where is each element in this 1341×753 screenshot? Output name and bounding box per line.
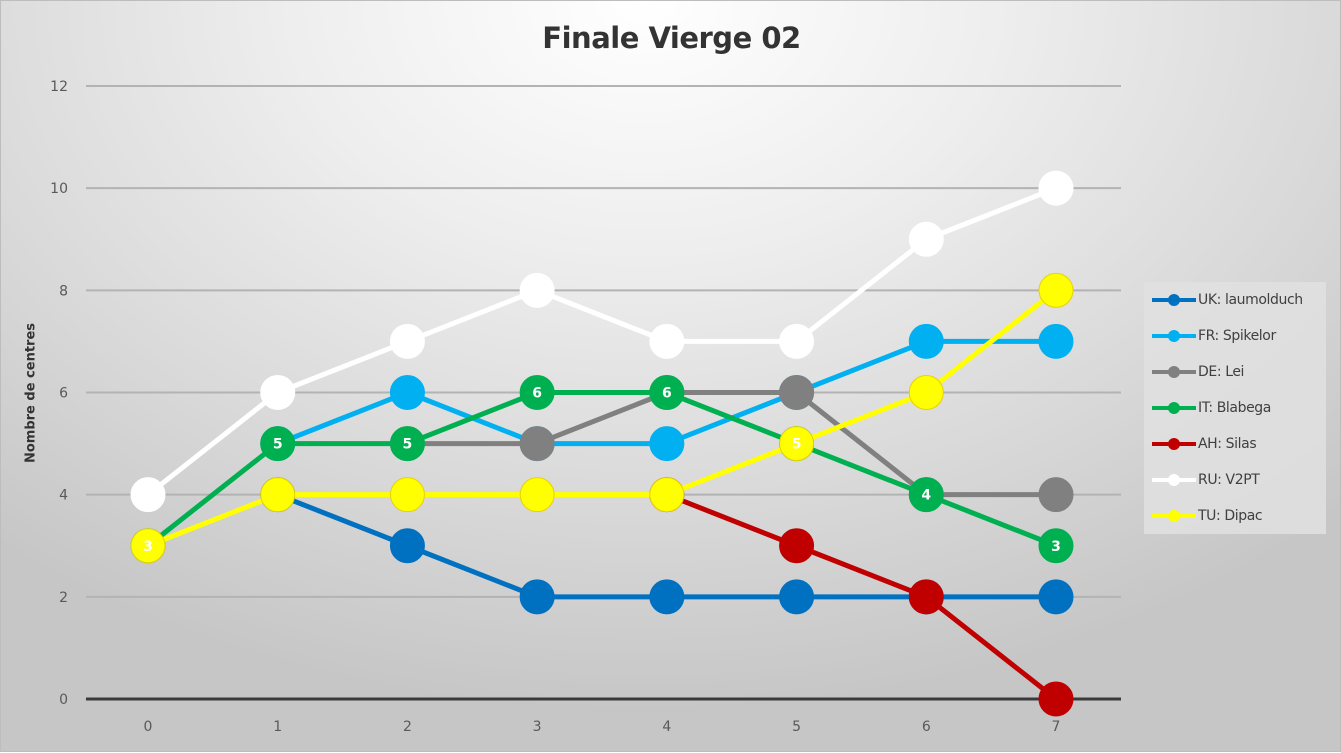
data-point-marker[interactable] <box>908 375 944 410</box>
series-ru <box>130 170 1074 513</box>
legend-item[interactable]: TU: Dipac <box>1152 506 1263 526</box>
data-point-marker[interactable] <box>779 528 815 564</box>
y-tick-label: 8 <box>59 283 68 299</box>
x-tick-label: 1 <box>273 719 282 735</box>
data-point-marker[interactable] <box>1038 272 1074 308</box>
data-point-marker[interactable] <box>519 375 555 410</box>
data-point-marker[interactable] <box>260 477 296 513</box>
chart-title: Finale Vierge 02 <box>542 21 801 55</box>
data-label: 5 <box>273 437 283 453</box>
data-label: 6 <box>532 386 542 402</box>
legend-label: DE: Lei <box>1198 364 1245 380</box>
series-line <box>146 390 1057 549</box>
legend-line-marker-icon <box>1152 398 1196 418</box>
y-tick-label: 0 <box>59 692 68 708</box>
legend-item[interactable]: DE: Lei <box>1152 362 1244 382</box>
x-tick-label: 6 <box>922 719 931 735</box>
series-line <box>147 288 1058 549</box>
legend-line-marker-icon <box>1152 434 1196 454</box>
legend-item[interactable]: FR: Spikelor <box>1152 326 1276 346</box>
data-point-marker[interactable] <box>130 528 166 564</box>
data-label: 4 <box>921 488 931 504</box>
data-point-marker[interactable] <box>519 426 555 462</box>
data-point-marker[interactable] <box>260 375 296 410</box>
data-point-marker[interactable] <box>649 375 685 410</box>
data-point-marker[interactable] <box>1038 477 1074 513</box>
data-label: 3 <box>143 539 153 555</box>
data-point-marker[interactable] <box>908 579 944 615</box>
y-tick-label: 10 <box>50 181 68 197</box>
legend-item[interactable]: UK: laumolduch <box>1152 290 1303 310</box>
legend-label: UK: laumolduch <box>1198 292 1303 308</box>
series-line <box>665 492 1058 701</box>
data-point-marker[interactable] <box>1038 579 1074 615</box>
data-point-marker[interactable] <box>779 375 815 410</box>
series-line <box>407 390 1056 498</box>
data-point-marker[interactable] <box>519 579 555 615</box>
legend-line-marker-icon <box>1152 290 1196 310</box>
data-point-marker[interactable] <box>389 323 425 359</box>
data-point-marker[interactable] <box>908 221 944 257</box>
data-point-marker[interactable] <box>389 528 425 564</box>
y-tick-label: 2 <box>59 590 68 606</box>
data-label: 6 <box>662 386 672 402</box>
y-tick-label: 6 <box>59 386 68 402</box>
data-point-marker[interactable] <box>779 579 815 615</box>
legend-line-marker-icon <box>1152 362 1196 382</box>
data-point-marker[interactable] <box>389 477 425 513</box>
data-point-marker[interactable] <box>649 323 685 359</box>
data-point-marker[interactable] <box>1038 681 1074 717</box>
data-point-marker[interactable] <box>908 477 944 513</box>
x-tick-label: 5 <box>792 719 801 735</box>
data-point-marker[interactable] <box>908 323 944 359</box>
legend-line-marker-icon <box>1152 326 1196 346</box>
y-tick-label: 12 <box>50 79 68 95</box>
series-line <box>146 185 1057 497</box>
data-label: 5 <box>403 437 413 453</box>
data-point-marker[interactable] <box>649 579 685 615</box>
data-point-marker[interactable] <box>779 426 815 462</box>
data-point-marker[interactable] <box>519 477 555 513</box>
legend-label: RU: V2PT <box>1198 472 1260 488</box>
data-label: 5 <box>792 437 802 453</box>
legend-label: FR: Spikelor <box>1198 328 1276 344</box>
legend-line-marker-icon <box>1152 470 1196 490</box>
data-point-marker[interactable] <box>260 426 296 462</box>
x-tick-label: 7 <box>1052 719 1061 735</box>
x-tick-label: 2 <box>403 719 412 735</box>
data-point-marker[interactable] <box>519 272 555 308</box>
legend-item[interactable]: IT: Blabega <box>1152 398 1271 418</box>
x-tick-label: 0 <box>144 719 153 735</box>
x-tick-label: 3 <box>533 719 542 735</box>
data-point-marker[interactable] <box>1038 170 1074 206</box>
data-point-marker[interactable] <box>1038 528 1074 564</box>
data-label: 3 <box>1051 539 1061 555</box>
legend: UK: laumolduch FR: Spikelor DE: Lei IT: Bla… <box>1144 282 1326 534</box>
legend-item[interactable]: AH: Silas <box>1152 434 1257 454</box>
data-point-marker[interactable] <box>389 375 425 410</box>
legend-label: IT: Blabega <box>1198 400 1271 416</box>
legend-line-marker-icon <box>1152 506 1196 526</box>
series-tu: 35 <box>130 272 1074 564</box>
data-point-marker[interactable] <box>389 426 425 462</box>
x-tick-label: 4 <box>662 719 671 735</box>
data-point-marker[interactable] <box>649 426 685 462</box>
series-de <box>389 375 1074 513</box>
legend-label: AH: Silas <box>1198 436 1257 452</box>
legend-label: TU: Dipac <box>1198 508 1263 524</box>
data-point-marker[interactable] <box>649 477 685 513</box>
y-tick-label: 4 <box>59 488 68 504</box>
data-point-marker[interactable] <box>130 477 166 513</box>
data-point-marker[interactable] <box>1038 323 1074 359</box>
legend-item[interactable]: RU: V2PT <box>1152 470 1260 490</box>
data-point-marker[interactable] <box>779 323 815 359</box>
